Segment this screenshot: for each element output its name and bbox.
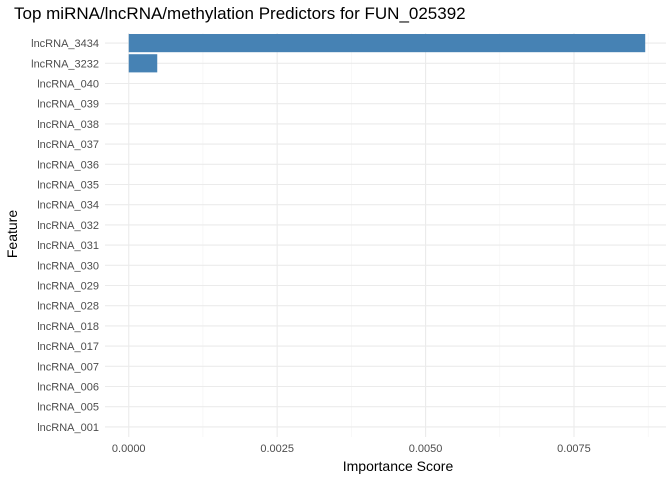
y-tick-label: lncRNA_031	[37, 240, 99, 252]
y-tick-label: lncRNA_037	[37, 139, 99, 151]
x-axis-title: Importance Score	[343, 458, 454, 474]
y-tick-label: lncRNA_006	[37, 382, 99, 394]
bar	[128, 54, 158, 73]
x-tick-label: 0.0000	[112, 443, 146, 455]
y-tick-label: lncRNA_036	[37, 159, 99, 171]
y-tick-label: lncRNA_3232	[31, 58, 99, 70]
y-tick-label: lncRNA_028	[37, 301, 99, 313]
y-tick-label: lncRNA_030	[37, 260, 99, 272]
y-tick-label: lncRNA_040	[37, 79, 99, 91]
x-tick-label: 0.0050	[409, 443, 443, 455]
x-tick-label: 0.0075	[557, 443, 591, 455]
y-tick-label: lncRNA_039	[37, 99, 99, 111]
chart-title: Top miRNA/lncRNA/methylation Predictors …	[14, 4, 466, 23]
grid-layer	[105, 33, 666, 437]
bar	[128, 34, 646, 53]
y-tick-label: lncRNA_029	[37, 281, 99, 293]
y-tick-label: lncRNA_035	[37, 180, 99, 192]
y-tick-label: lncRNA_3434	[31, 38, 99, 50]
y-tick-label: lncRNA_017	[37, 341, 99, 353]
bar-layer	[128, 34, 646, 73]
y-tick-label: lncRNA_038	[37, 119, 99, 131]
y-tick-label: lncRNA_032	[37, 220, 99, 232]
y-tick-label: lncRNA_007	[37, 361, 99, 373]
y-tick-label: lncRNA_018	[37, 321, 99, 333]
label-layer: lncRNA_3434 lncRNA_3232 lncRNA_040 lncRNA_0…	[31, 38, 591, 455]
y-tick-label: lncRNA_034	[37, 200, 99, 212]
y-axis-title: Feature	[4, 210, 20, 258]
y-tick-label: lncRNA_005	[37, 402, 99, 414]
y-tick-label: lncRNA_001	[37, 422, 99, 434]
x-tick-label: 0.0025	[260, 443, 294, 455]
